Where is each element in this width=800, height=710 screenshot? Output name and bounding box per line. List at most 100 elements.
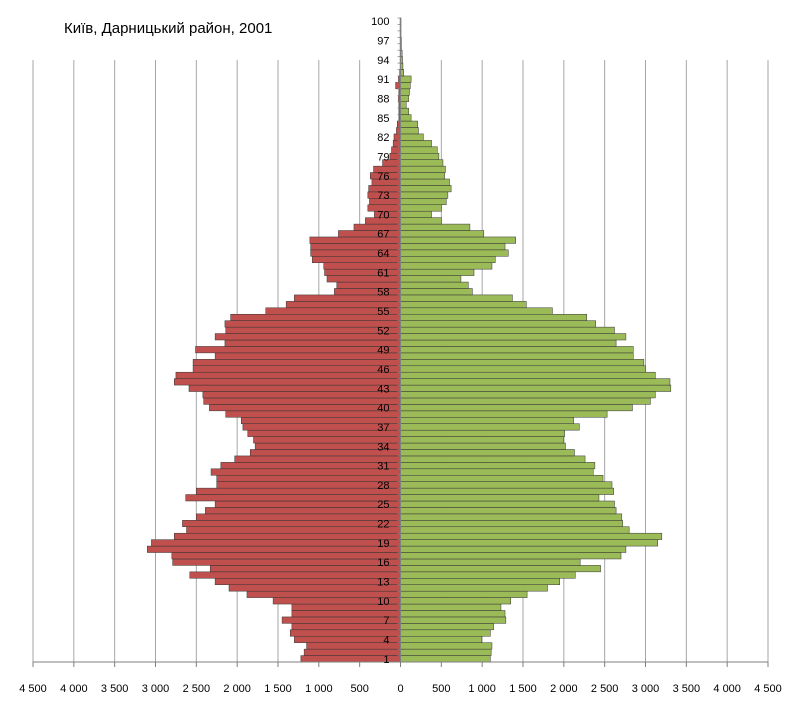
right-bar-age-29 <box>400 474 604 482</box>
right-bar-age-63 <box>400 256 496 263</box>
right-bar-age-20 <box>400 532 663 540</box>
x-tick-label: 500 <box>350 683 368 695</box>
left-bar-age-48 <box>214 352 401 360</box>
right-bar-age-86 <box>400 107 409 115</box>
right-bar-age-10 <box>400 597 511 605</box>
right-bar-age-72 <box>400 198 447 206</box>
left-bar-age-50 <box>224 339 401 347</box>
right-bar-age-4 <box>400 635 482 643</box>
left-bar-age-79 <box>389 152 401 160</box>
x-tick-label: 3 500 <box>673 683 701 695</box>
right-bar-age-67 <box>400 230 485 238</box>
right-bar-age-15 <box>400 565 601 573</box>
left-bar-age-19 <box>151 539 401 547</box>
left-bar-age-80 <box>391 146 401 154</box>
right-bar-age-51 <box>400 333 627 341</box>
right-bar-age-68 <box>400 223 471 231</box>
y-tick-label: 58 <box>377 287 389 299</box>
right-bar-age-44 <box>400 378 671 386</box>
axes <box>32 17 769 667</box>
right-bar-age-62 <box>400 262 493 270</box>
left-bar-age-23 <box>196 513 401 521</box>
y-tick-label: 34 <box>377 441 389 453</box>
right-bar-age-71 <box>400 204 442 212</box>
right-bar-age-21 <box>400 526 630 534</box>
y-tick-label: 88 <box>377 94 389 106</box>
left-bar-age-17 <box>171 552 401 560</box>
right-bar-age-23 <box>400 513 623 521</box>
right-bar-age-40 <box>400 404 633 412</box>
right-bar-age-14 <box>400 571 576 579</box>
right-bar-age-55 <box>400 307 553 315</box>
left-bar-age-16 <box>172 558 401 566</box>
left-bar-age-21 <box>186 526 401 534</box>
right-bar-age-59 <box>400 281 469 289</box>
x-tick-label: 2 000 <box>550 683 578 695</box>
y-tick-label: 1 <box>383 654 389 666</box>
right-bar-age-84 <box>400 120 418 128</box>
right-bar-age-45 <box>400 371 656 379</box>
right-bar-age-39 <box>400 410 608 418</box>
right-bar-age-7 <box>400 616 507 624</box>
left-bar-age-27 <box>196 487 401 495</box>
right-bar-age-58 <box>400 288 473 296</box>
right-bar-age-8 <box>400 610 506 618</box>
right-bar-age-52 <box>400 326 615 334</box>
right-bar-age-61 <box>400 268 475 276</box>
right-bar-age-9 <box>400 603 502 611</box>
y-tick-label: 64 <box>377 248 389 260</box>
right-bar-age-64 <box>400 249 509 257</box>
left-bar-age-39 <box>225 410 401 418</box>
y-tick-label: 100 <box>371 16 389 28</box>
left-bar-age-47 <box>192 359 401 367</box>
left-bar-age-29 <box>216 474 401 482</box>
y-tick-label: 46 <box>377 364 389 376</box>
left-bar-age-59 <box>336 281 401 289</box>
y-tick-label: 28 <box>377 480 389 492</box>
right-bar-age-82 <box>400 133 424 141</box>
y-tick-label: 49 <box>377 345 389 357</box>
left-bar-age-13 <box>214 578 401 585</box>
y-tick-label: 94 <box>377 55 389 67</box>
right-bar-age-54 <box>400 313 587 321</box>
left-bar-age-31 <box>220 462 401 470</box>
right-bar-age-43 <box>400 384 672 392</box>
y-tick-label: 7 <box>383 615 389 627</box>
right-bar-age-90 <box>400 82 411 90</box>
left-bar-age-81 <box>392 140 401 148</box>
y-tick-label: 37 <box>377 422 389 434</box>
right-bar-age-87 <box>400 101 407 109</box>
left-bar-age-58 <box>334 288 401 296</box>
left-bar-age-51 <box>214 333 401 341</box>
x-tick-label: 4 000 <box>60 683 88 695</box>
right-bar-age-3 <box>400 642 493 650</box>
right-bar-age-18 <box>400 545 627 553</box>
left-bar-age-54 <box>230 313 401 321</box>
left-bar-age-45 <box>175 371 401 379</box>
y-tick-label: 82 <box>377 132 389 144</box>
left-bar-age-83 <box>396 127 401 135</box>
right-bar-age-48 <box>400 352 634 360</box>
right-bar-age-56 <box>400 301 527 309</box>
right-bar-age-66 <box>400 236 516 244</box>
right-bar-age-32 <box>400 455 586 463</box>
right-bar-age-70 <box>400 210 432 218</box>
right-bar-age-26 <box>400 494 600 502</box>
right-bar-age-49 <box>400 346 634 354</box>
left-bar-age-20 <box>174 532 401 540</box>
y-tick-label: 4 <box>383 634 389 646</box>
right-bar-age-80 <box>400 146 438 154</box>
left-bar-age-90 <box>395 82 401 90</box>
left-bar-age-24 <box>205 507 401 515</box>
right-bar-age-30 <box>400 468 594 476</box>
left-bar-age-15 <box>209 565 401 573</box>
right-bar-age-77 <box>400 165 446 173</box>
right-bar-age-42 <box>400 391 656 399</box>
right-bar-age-35 <box>400 436 565 444</box>
left-bar-age-25 <box>214 500 401 508</box>
right-bar-age-12 <box>400 584 548 592</box>
right-bar-age-53 <box>400 320 596 328</box>
x-tick-label: 2 500 <box>183 683 211 695</box>
right-bar-age-13 <box>400 578 560 585</box>
